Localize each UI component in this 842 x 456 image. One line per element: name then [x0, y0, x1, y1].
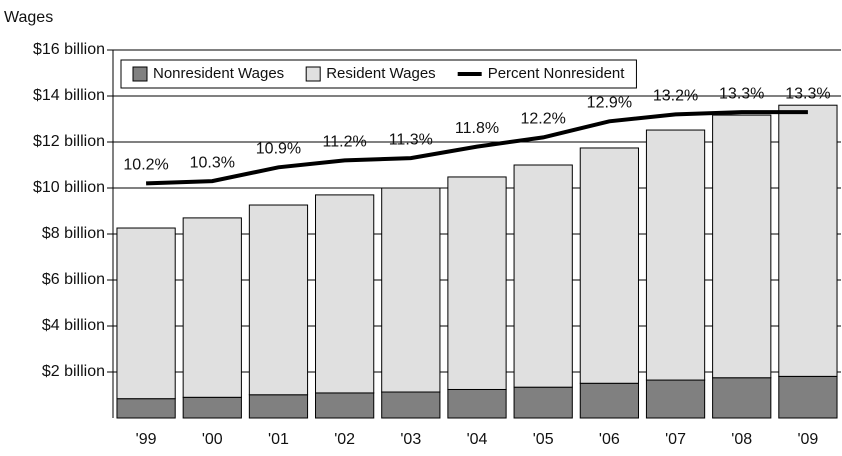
data-label: 12.2% [520, 111, 565, 128]
x-tick-label: '03 [400, 431, 421, 448]
bar-segment [381, 187, 441, 393]
line [146, 110, 808, 186]
bar-segment [645, 129, 706, 381]
data-label: 11.3% [389, 131, 433, 148]
bar-segment [381, 391, 441, 419]
x-tick-label: '09 [797, 431, 818, 448]
bar-segment [778, 104, 838, 377]
legend-box [120, 59, 637, 89]
data-label: 13.3% [719, 85, 764, 102]
data-label: 13.2% [653, 88, 698, 105]
x-tick-label: '00 [202, 431, 223, 448]
y-tick-label: $16 billion [33, 41, 105, 58]
y-tick-label: $4 billion [42, 317, 105, 334]
legend-swatch [305, 66, 321, 82]
data-label: 10.9% [256, 141, 301, 158]
legend-label: Nonresident Wages [153, 65, 284, 82]
x-tick-label: '08 [731, 431, 752, 448]
data-label: 11.8% [455, 120, 499, 137]
x-tick-label: '06 [599, 431, 620, 448]
y-tick-label: $2 billion [42, 363, 105, 380]
legend-swatch [132, 66, 148, 82]
bar-segment [248, 394, 309, 419]
bar-segment [315, 392, 375, 419]
bar-segment [315, 194, 375, 394]
y-tick-label: $14 billion [33, 87, 105, 104]
legend-label: Percent Nonresident [488, 65, 626, 82]
y-tick-label: $8 billion [42, 225, 105, 242]
x-tick-label: '01 [268, 431, 289, 448]
y-tick-label: $6 billion [42, 271, 105, 288]
bar-segment [116, 227, 176, 400]
x-tick-label: '02 [334, 431, 355, 448]
bar-segment [513, 164, 573, 388]
bar-segment [182, 217, 242, 398]
legend-label: Resident Wages [326, 65, 436, 82]
bar-segment [579, 382, 639, 419]
x-tick-label: '07 [665, 431, 686, 448]
data-label: 13.3% [785, 85, 830, 102]
bar-segment [447, 176, 507, 390]
data-label: 10.3% [190, 154, 235, 171]
bar-segment [645, 379, 706, 419]
bar-segment [248, 204, 309, 396]
bar-segment [513, 386, 573, 419]
bar-segment [778, 375, 838, 419]
bar-segment [712, 377, 772, 419]
data-label: 11.2% [323, 134, 367, 151]
bar-segment [579, 147, 639, 384]
bar-segment [447, 388, 507, 419]
bar-segment [116, 398, 176, 419]
data-label: 10.2% [123, 157, 168, 174]
x-tick-label: '05 [533, 431, 554, 448]
x-tick-label: '04 [467, 431, 488, 448]
x-tick-label: '99 [136, 431, 157, 448]
y-tick-label: $10 billion [33, 179, 105, 196]
bar-segment [712, 114, 772, 379]
y-axis-title: Wages [4, 9, 53, 26]
y-tick-label: $12 billion [33, 133, 105, 150]
bar-segment [182, 396, 242, 419]
data-label: 12.9% [587, 95, 632, 112]
